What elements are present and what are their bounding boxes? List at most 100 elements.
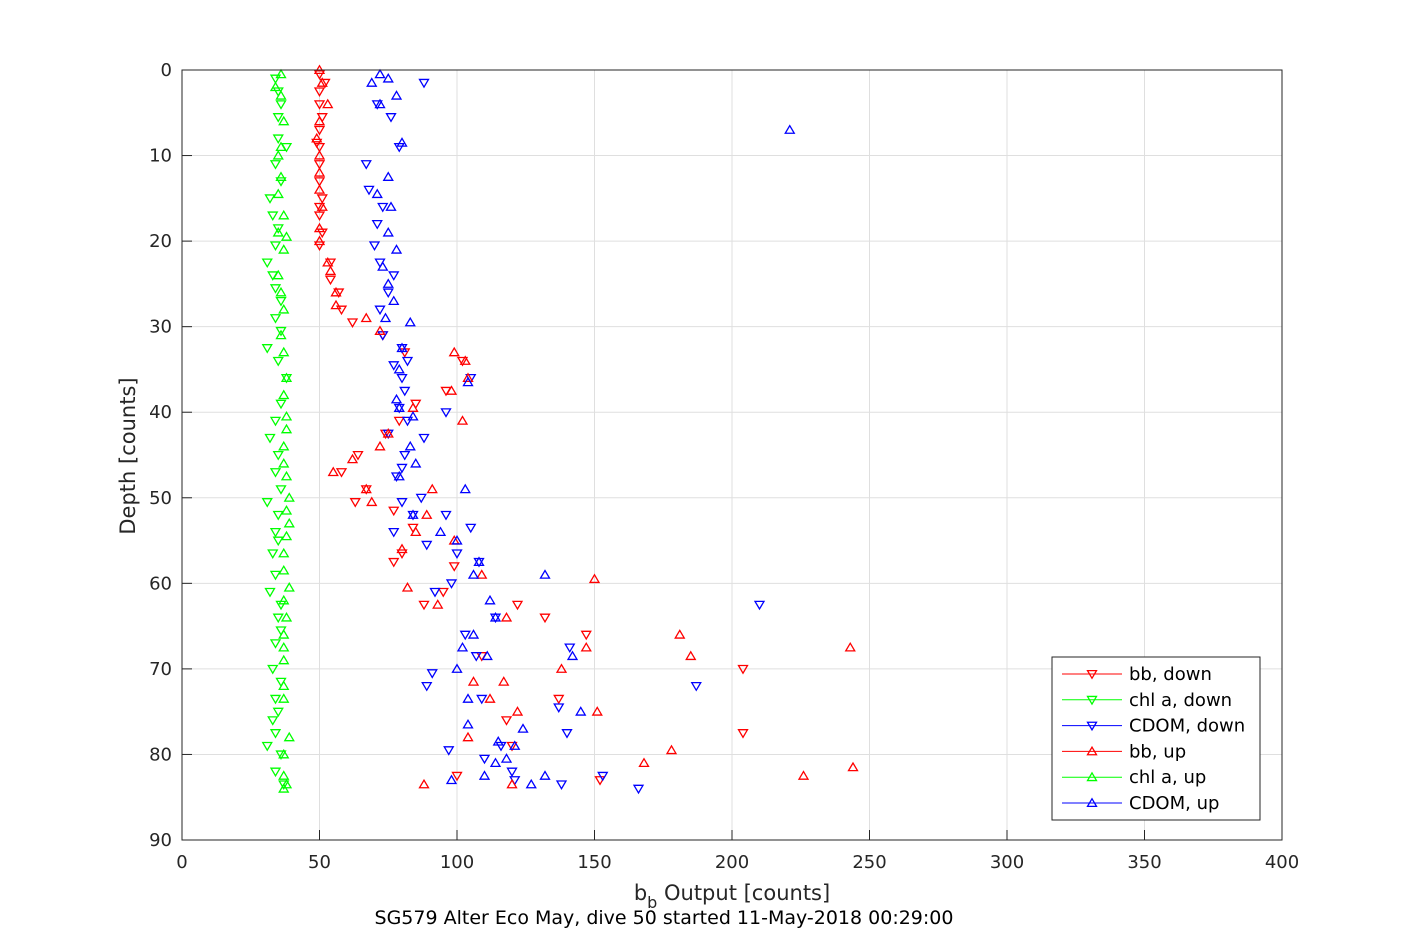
data-point: [366, 496, 378, 507]
data-point: [429, 587, 441, 598]
data-point: [476, 694, 488, 705]
series-cdom-up: [366, 68, 796, 789]
x-tick-label: 300: [990, 852, 1024, 873]
data-point: [275, 141, 287, 152]
data-point: [272, 269, 284, 280]
data-point: [401, 582, 414, 592]
data-point: [580, 641, 592, 652]
data-point: [847, 761, 859, 772]
data-point: [382, 278, 394, 288]
data-point: [588, 573, 601, 584]
data-point: [407, 509, 419, 519]
data-point: [275, 485, 287, 495]
data-point: [525, 778, 537, 789]
data-point: [685, 650, 697, 661]
data-point: [275, 100, 287, 110]
data-point: [388, 506, 400, 517]
legend-item-chl-a-down: chl a, down: [1062, 690, 1232, 711]
data-point: [393, 416, 405, 427]
data-point: [498, 676, 510, 686]
data-point: [492, 736, 504, 746]
data-point: [269, 767, 282, 778]
data-point: [278, 564, 290, 575]
data-point: [280, 611, 293, 622]
data-point: [324, 265, 337, 276]
data-point: [267, 716, 279, 726]
y-tick-label: 40: [149, 402, 172, 423]
data-point: [737, 664, 749, 675]
x-tick-label: 350: [1127, 852, 1161, 873]
legend-label: bb, up: [1129, 741, 1186, 762]
data-point: [324, 275, 337, 286]
data-point: [360, 483, 372, 494]
data-point: [363, 185, 375, 196]
data-point: [313, 142, 326, 153]
data-point: [426, 669, 438, 679]
data-point: [445, 385, 458, 395]
y-tick-label: 70: [149, 659, 172, 680]
data-point: [517, 723, 529, 733]
data-point: [377, 261, 389, 271]
data-point: [278, 680, 290, 691]
data-point: [272, 356, 284, 367]
data-point: [275, 399, 287, 410]
data-point: [459, 630, 471, 641]
data-point: [278, 654, 290, 665]
data-point: [313, 235, 326, 246]
data-point: [555, 780, 568, 790]
data-point: [269, 160, 282, 170]
data-point: [374, 98, 386, 109]
data-point: [275, 326, 287, 337]
legend-label: chl a, up: [1129, 767, 1206, 788]
data-point: [278, 209, 290, 220]
data-point: [462, 718, 474, 729]
data-point: [478, 754, 491, 765]
data-point: [313, 125, 326, 136]
legend-label: bb, down: [1129, 664, 1212, 685]
data-point: [319, 78, 331, 89]
y-tick-label: 80: [149, 744, 172, 765]
data-point: [506, 767, 518, 778]
data-point: [445, 579, 458, 589]
data-point: [261, 498, 273, 508]
data-point: [283, 492, 295, 502]
legend-item-cdom-up: CDOM, up: [1062, 793, 1219, 814]
data-point: [374, 305, 386, 316]
data-point: [280, 505, 293, 515]
data-point: [272, 226, 284, 237]
data-point: [280, 410, 293, 421]
data-point: [280, 231, 293, 241]
data-point: [313, 100, 326, 110]
x-tick-label: 200: [715, 852, 749, 873]
data-point: [539, 569, 551, 579]
data-point: [418, 78, 430, 89]
data-point: [396, 463, 408, 474]
legend-box: [1051, 656, 1261, 821]
data-point: [459, 483, 471, 494]
data-point: [272, 188, 284, 199]
data-point: [269, 468, 282, 478]
data-point: [396, 498, 408, 508]
data-point: [269, 639, 282, 649]
data-point: [368, 241, 381, 251]
data-point: [737, 729, 749, 739]
data-point: [267, 664, 279, 675]
data-point: [346, 318, 359, 328]
data-point: [280, 423, 293, 434]
data-point: [269, 416, 282, 427]
data-point: [456, 356, 469, 367]
data-point: [371, 188, 383, 199]
data-point: [467, 629, 480, 639]
data-point: [385, 113, 397, 123]
y-tick-label: 50: [149, 488, 172, 509]
legend-item-chl-a-up: chl a, up: [1062, 767, 1206, 788]
data-point: [382, 171, 394, 181]
data-point: [311, 132, 323, 143]
data-point: [377, 202, 389, 213]
axis-ticks: 0 50 100 150 200 250 300 350 400 0 10 20 30 40 50 60 70 8…: [149, 60, 1299, 873]
data-point: [313, 167, 326, 177]
data-point: [327, 466, 339, 477]
data-point: [346, 453, 359, 464]
data-point: [564, 643, 576, 654]
data-point: [269, 527, 282, 538]
